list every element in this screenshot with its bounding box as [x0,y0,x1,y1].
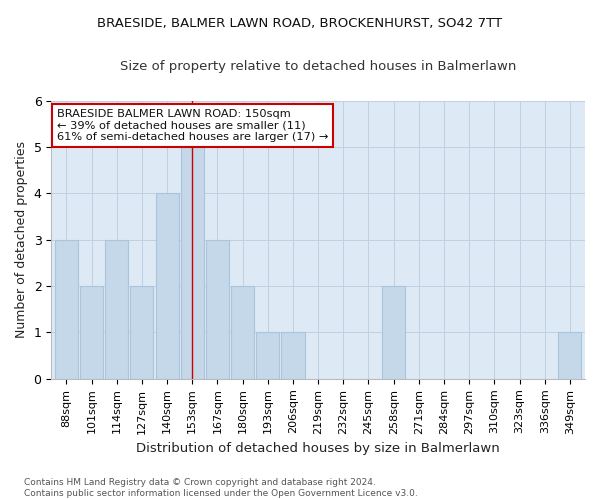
Y-axis label: Number of detached properties: Number of detached properties [15,141,28,338]
Text: Contains HM Land Registry data © Crown copyright and database right 2024.
Contai: Contains HM Land Registry data © Crown c… [24,478,418,498]
Bar [382,286,405,379]
Text: BRAESIDE BALMER LAWN ROAD: 150sqm
← 39% of detached houses are smaller (11)
61% : BRAESIDE BALMER LAWN ROAD: 150sqm ← 39% … [56,109,328,142]
Bar [256,332,280,379]
Bar [80,286,103,379]
Bar [55,240,78,379]
Bar [281,332,305,379]
Text: BRAESIDE, BALMER LAWN ROAD, BROCKENHURST, SO42 7TT: BRAESIDE, BALMER LAWN ROAD, BROCKENHURST… [97,18,503,30]
Bar [206,240,229,379]
Title: Size of property relative to detached houses in Balmerlawn: Size of property relative to detached ho… [120,60,517,73]
Bar [559,332,581,379]
Bar [105,240,128,379]
X-axis label: Distribution of detached houses by size in Balmerlawn: Distribution of detached houses by size … [136,442,500,455]
Bar [155,194,179,379]
Bar [130,286,154,379]
Bar [231,286,254,379]
Bar [181,147,204,379]
